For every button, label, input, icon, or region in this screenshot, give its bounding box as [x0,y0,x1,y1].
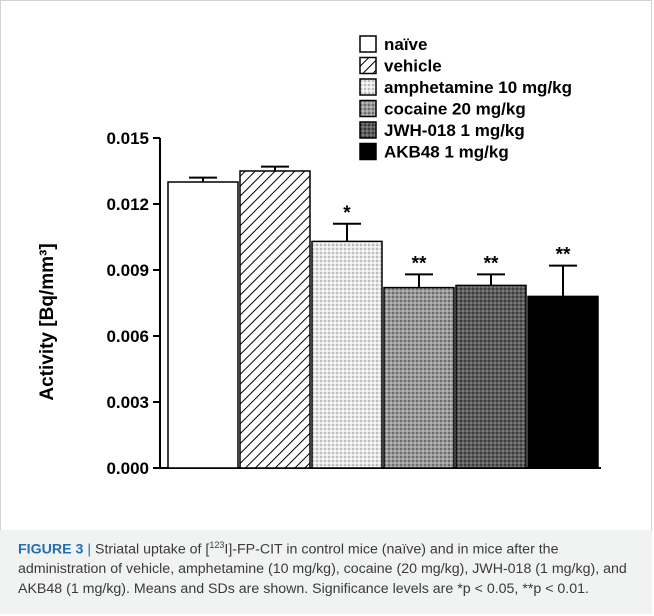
legend-swatch [359,78,377,96]
figure-caption: FIGURE 3 | Striatal uptake of [123I]-FP-… [18,536,640,599]
legend-swatch [359,56,377,75]
bar [167,181,239,469]
caption-separator: | [83,541,96,558]
significance-label: ** [412,253,427,274]
bar [239,170,311,469]
legend-label: vehicle [384,57,442,76]
bars: *** ** ** [167,165,599,469]
legend-label: cocaine 20 mg/kg [384,100,526,119]
bar [527,295,599,469]
figure-label: FIGURE 3 [18,541,84,558]
y-tick-label: 0.012 [106,195,149,214]
caption-text-part-1: Striatal uptake of [ [95,541,210,558]
legend-swatch [359,35,377,53]
legend: naïve vehicle amphetamine 10 mg/kg cocaine … [359,35,572,162]
significance-label: ** [556,245,571,266]
y-axis-label: Activity [Bq/mm³] [37,243,58,400]
bar [455,284,527,469]
significance-label: ** [484,253,499,274]
bar [383,286,455,469]
legend-label: amphetamine 10 mg/kg [384,78,572,97]
axes: 0.000 0.003 0.006 0.009 0.012 0.015 [106,129,601,478]
y-tick-label: 0.000 [106,459,149,478]
legend-swatch [359,121,377,139]
caption-text-part-2: I]-FP-CIT in control mice (naïve) and in… [18,541,627,597]
y-tick-label: 0.015 [106,129,149,148]
caption-superscript: 123 [209,540,225,550]
legend-swatch [359,142,377,161]
caption-background [0,530,652,614]
y-tick-label: 0.009 [106,261,149,280]
y-tick-label: 0.006 [106,327,149,346]
significance-label: * [343,203,351,224]
legend-label: AKB48 1 mg/kg [384,143,509,162]
y-tick-label: 0.003 [106,393,149,412]
bar [311,240,383,469]
legend-label: naïve [384,35,427,54]
legend-swatch [359,99,377,118]
legend-label: JWH-018 1 mg/kg [384,121,525,140]
